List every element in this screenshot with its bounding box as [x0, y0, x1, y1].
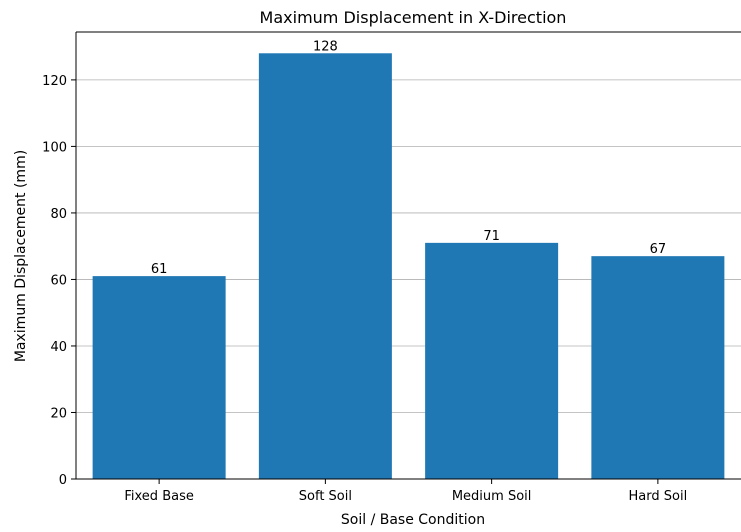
bars — [92, 53, 725, 480]
data-label: 61 — [151, 262, 168, 277]
data-label: 128 — [313, 39, 338, 54]
y-tick-label: 80 — [50, 207, 67, 222]
bar-soft-soil — [258, 53, 392, 480]
axes: 0 20 40 60 80 100 120 Fixed Base Soft Soil Medium… — [42, 31, 741, 504]
y-axis-label: Maximum Displacement (mm) — [13, 150, 29, 362]
y-tick-label: 20 — [50, 406, 67, 421]
y-tick-label: 120 — [42, 74, 67, 89]
chart-title: Maximum Displacement in X-Direction — [260, 8, 567, 27]
x-tick-label: Fixed Base — [124, 489, 193, 504]
x-tick-label: Soft Soil — [299, 489, 352, 504]
y-tick-label: 100 — [42, 140, 67, 155]
x-axis-label: Soil / Base Condition — [341, 512, 485, 528]
bar-medium-soil — [425, 242, 559, 479]
x-tick-label: Medium Soil — [452, 489, 532, 504]
data-label: 67 — [650, 242, 667, 257]
data-labels: 61 128 71 67 — [151, 39, 666, 277]
y-tick-label: 60 — [50, 273, 67, 288]
y-tick-label: 40 — [50, 340, 67, 355]
x-tick-label: Hard Soil — [629, 489, 688, 504]
bar-fixed-base — [92, 276, 226, 479]
data-label: 71 — [483, 229, 500, 244]
y-tick-label: 0 — [59, 473, 67, 488]
bar-hard-soil — [591, 256, 725, 479]
